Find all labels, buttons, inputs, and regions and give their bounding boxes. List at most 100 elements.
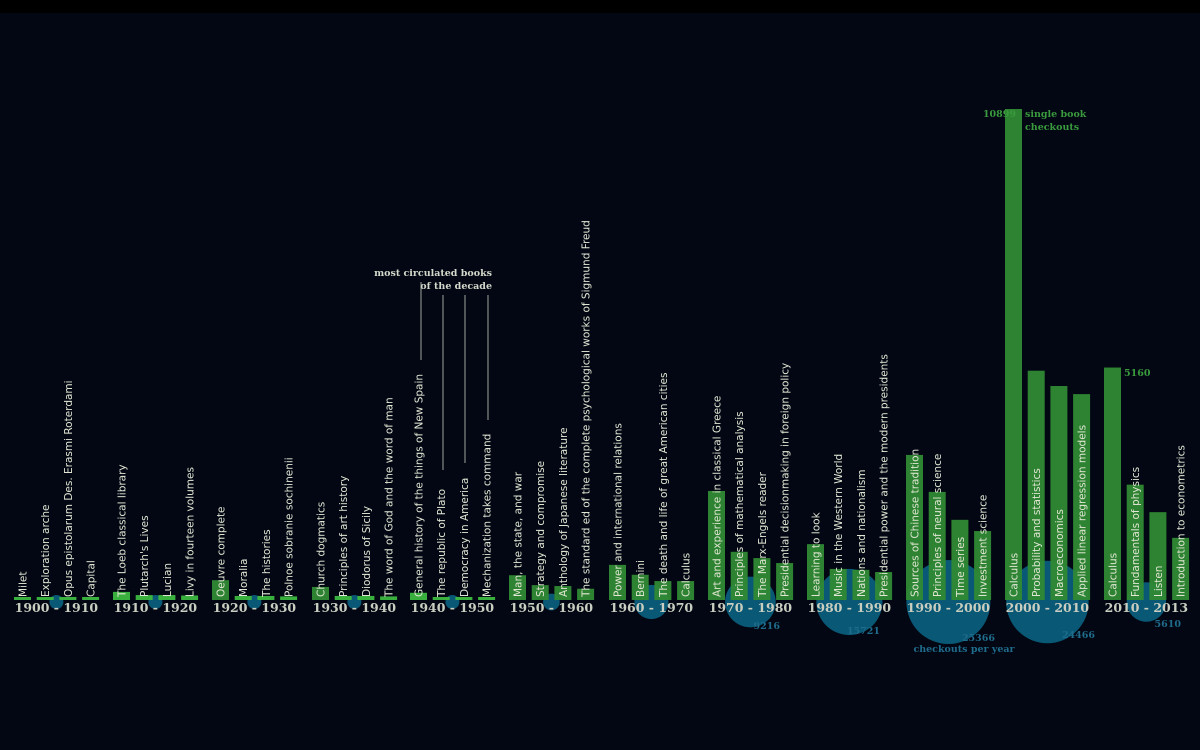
book-bar [1104,367,1121,600]
book-title-label: Moralia [238,558,250,597]
book-title-label: Listen [1153,566,1165,597]
book-title-label: The word of God and the word of man [384,397,396,598]
book-title-label: Democracy in America [459,478,471,597]
book-bar [1149,512,1167,600]
book-bar [312,586,329,600]
book-bar [951,519,969,600]
book-title-label: Introduction to econometrics [1176,445,1188,597]
decade-label: 2010 - 2013 [1105,600,1188,615]
book-bar [14,597,31,600]
max-value-caption-line2: checkouts [1025,122,1079,133]
book-bar [906,454,923,600]
decade-checkouts-circle [1006,560,1089,644]
book-bar [59,597,77,600]
book-title-label: Music in the Western World [833,454,845,597]
book-title-label: Macroeconomics [1054,509,1066,597]
book-bar [380,596,398,600]
book-bar [410,592,427,600]
decade-label: 2000 - 2010 [1006,600,1090,615]
book-title-label: Man, the state, and war [513,471,525,597]
book-bar [82,597,100,600]
book-bar [509,575,526,600]
book-title-label: Strategy and compromise [535,461,547,597]
book-title-label: Opus epistolarum Des. Erasmi Roterdami [63,380,75,597]
decade-label: 1970 - 1980 [709,600,793,615]
book-bar [829,568,847,600]
decade-label: 1980 - 1990 [808,600,892,615]
circle-value-label: 9216 [754,621,781,632]
book-title-label: Investment science [978,495,990,597]
book-bar [334,595,352,600]
book-bar [577,588,595,600]
book-bar [478,597,496,600]
book-title-label: The histories [261,529,273,598]
book-bar [1050,386,1068,600]
max-value-label: 10899 [983,109,1016,120]
book-bar [928,491,946,600]
book-title-label: The Loeb classical library [117,464,129,598]
book-bar [1126,484,1144,600]
book-title-label: Diodorus of Sicily [361,506,373,597]
book-bar [730,551,748,600]
book-bar [455,597,473,600]
book-title-label: Calculus [681,553,693,597]
book-title-label: Principles of art history [338,476,350,597]
decade-checkouts-circle [906,560,991,644]
book-bar [357,595,375,600]
book-title-label: Principles of mathematical analysis [734,411,746,597]
book-bar [531,585,549,600]
book-bar [181,595,199,600]
annotation-line1: most circulated books [374,268,492,279]
book-title-label: Bernini [635,560,647,597]
book-title-label: Art and experience in classical Greece [712,396,724,597]
book-title-label: Capital [86,560,98,597]
book-title-label: The republic of Plato [436,489,448,598]
book-title-label: Polnoe sobranie sochinenii [284,457,296,597]
circle-value-label: 5610 [1155,619,1182,630]
book-bar [776,563,794,600]
book-bar [554,586,572,600]
book-title-label: Plutarch's Lives [139,515,151,597]
book-title-label: Presidential decisionmaking in foreign p… [780,363,792,597]
circle-value-label: 25366 [962,633,995,644]
decade-label: 1960 - 1970 [610,600,694,615]
top-band [0,0,1200,13]
book-title-label: Fundamentals of physics [1130,467,1142,597]
book-title-label: Milet [18,572,30,597]
secondary-value-label: 5160 [1124,368,1151,379]
book-title-label: Oeuvre complete [216,506,228,597]
circle-value-label: 24466 [1062,630,1095,641]
book-title-label: Church dogmatics [316,502,328,597]
book-bar [113,591,130,600]
book-title-label: Lucian [162,563,174,597]
book-title-label: Nations and nationalism [856,470,868,597]
book-bar [875,572,893,600]
book-title-label: Learning to look [811,511,823,597]
book-bar [36,597,54,600]
book-bar [158,595,176,600]
decade-label: 1910 - 1920 [114,600,198,615]
book-title-label: Livy in fourteen volumes [185,467,197,597]
book-bar [631,574,649,600]
decade-label: 1920 - 1930 [213,600,297,615]
book-bar [257,595,275,600]
book-title-label: General history of the things of New Spa… [414,374,426,597]
book-bar [807,544,824,600]
book-title-label: Time series [955,537,967,598]
book-title-label: Exploration arche [40,505,52,597]
book-bar [609,564,626,600]
book-title-label: Presidential power and the modern presid… [879,354,891,597]
book-bar [852,569,870,600]
book-bar [974,531,992,600]
book-title-label: Calculus [1009,553,1021,597]
book-title-label: Probability and statistics [1031,468,1043,597]
book-bar [654,581,672,600]
book-bar [1172,537,1190,600]
book-bar [677,581,695,600]
decade-label: 1990 - 2000 [907,600,991,615]
book-title-label: Power and international relations [613,423,625,597]
decade-label: 1930 - 1940 [313,600,397,615]
book-bar [1005,109,1022,600]
book-bar [432,597,450,600]
